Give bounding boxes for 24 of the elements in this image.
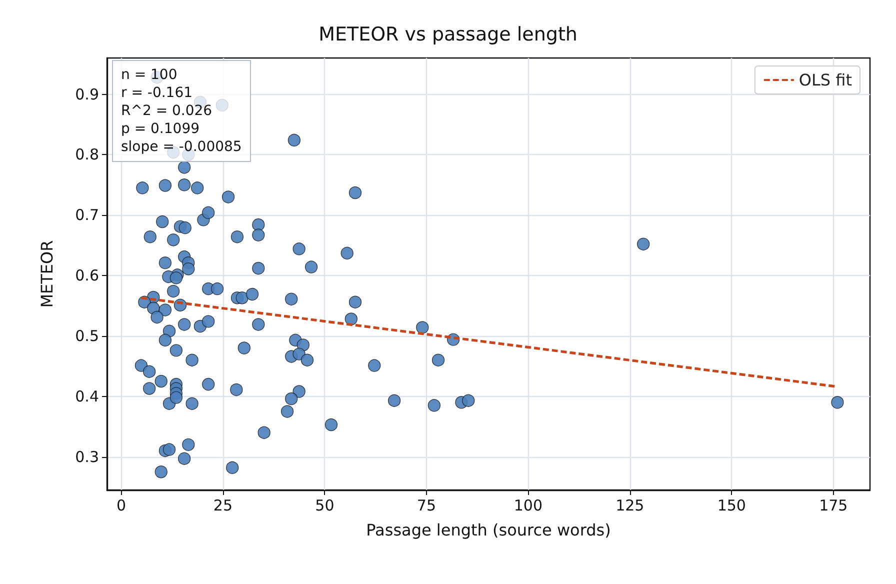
x-tick-label: 75 [416, 496, 436, 514]
annotation: n = 100 [121, 66, 178, 84]
x-axis-title: Passage length (source words) [366, 520, 611, 540]
chart-title: METEOR vs passage length [318, 24, 578, 46]
annotation: R^2 = 0.026 [121, 102, 214, 120]
y-tick-label: 0.6 [75, 266, 99, 285]
x-tick-label: 125 [616, 496, 644, 514]
x-tick-label: 25 [213, 496, 233, 514]
y-tick-label: 0.3 [75, 448, 99, 466]
y-tick-label: 0.7 [75, 206, 99, 224]
y-tick-label: 0.9 [75, 85, 99, 104]
x-tick-label: 0 [116, 496, 126, 514]
y-axis-title: METEOR [38, 240, 56, 308]
y-tick-label: 0.4 [75, 387, 99, 406]
annotation: r = -0.161 [121, 84, 194, 102]
x-tick-label: 50 [315, 496, 334, 514]
x-tick-label: 175 [819, 496, 848, 514]
y-tick-label: 0.8 [75, 146, 99, 164]
x-tick-label: 150 [717, 496, 746, 514]
annotation: p = 0.1099 [121, 120, 201, 138]
x-tick-label: 100 [514, 496, 542, 514]
legend-label: OLS fit [798, 70, 852, 90]
annotation: slope = -0.00085 [121, 138, 242, 156]
y-tick-label: 0.5 [75, 326, 99, 345]
